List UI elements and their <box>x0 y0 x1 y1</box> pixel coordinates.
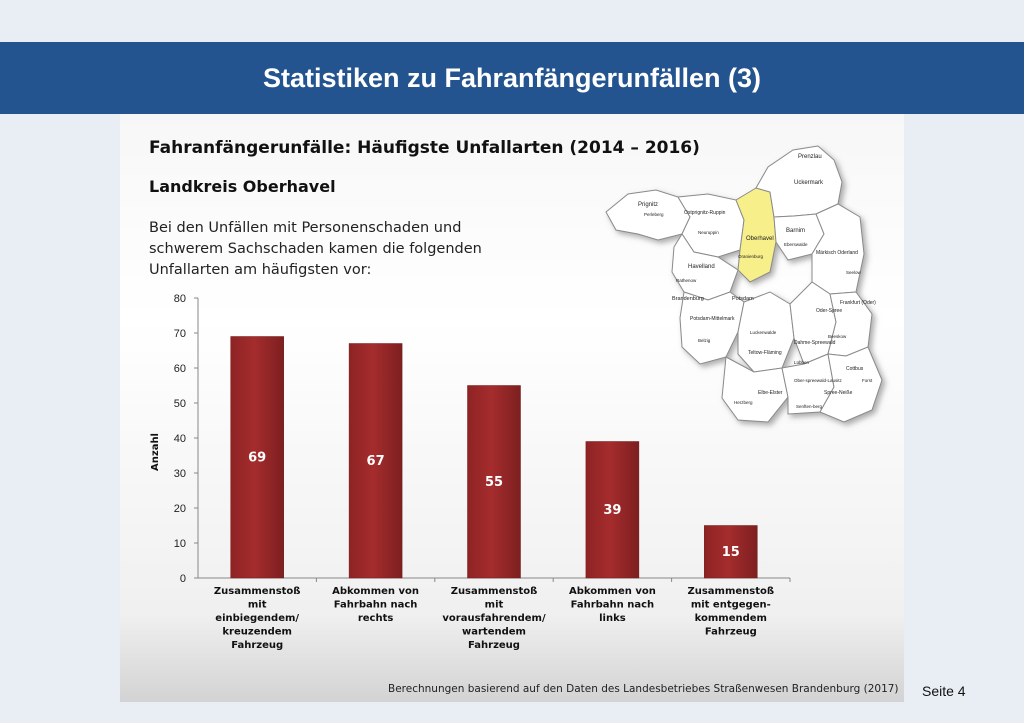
y-tick-label: 10 <box>174 538 186 550</box>
map-label-eberswalde: Eberswalde <box>784 242 808 247</box>
region-spree-neisse <box>819 346 883 423</box>
category-label-line: vorausfahrendem/ <box>442 613 546 624</box>
map-label-neuruppin: Neuruppin <box>698 230 719 235</box>
map-label-seelow: Seelow <box>846 270 862 275</box>
category-label: Abkommen von Fahrbahn nach rechts <box>332 586 419 624</box>
category-label-line: links <box>599 613 626 624</box>
map-label-havelland: Havelland <box>688 264 715 270</box>
bar <box>467 385 521 579</box>
map-label-beeskow: Beeskow <box>828 334 847 339</box>
map-label-senftenberg: Senften-berg <box>796 404 823 409</box>
category-label-line: Fahrzeug <box>705 627 757 638</box>
bar-value-label: 39 <box>603 503 621 518</box>
map-label-belzig: Belzig <box>698 338 711 343</box>
slide-title: Statistiken zu Fahranfängerunfällen (3) <box>262 62 762 93</box>
brandenburg-map: Prenzlau Uckermark Prignitz Perleberg Os… <box>605 145 883 423</box>
map-label-barnim: Barnim <box>786 228 805 234</box>
map-label-luckenwalde: Luckenwalde <box>750 330 777 335</box>
category-label-line: Fahrbahn nach <box>334 600 418 611</box>
region-ostprignitz-ruppin <box>677 193 745 258</box>
bar <box>585 441 640 579</box>
bar <box>348 343 403 579</box>
map-label-rathenow: Rathenow <box>676 278 697 283</box>
category-label-line: mit entgegen- <box>691 600 771 611</box>
y-axis-label: Anzahl <box>150 433 161 471</box>
y-tick-label: 50 <box>174 398 186 410</box>
chart-heading: Fahranfängerunfälle: Häufigste Unfallart… <box>149 138 700 158</box>
map-label-brandenburg: Brandenburg <box>672 296 704 302</box>
region-potsdam-mittelmark <box>679 291 745 365</box>
map-label-prignitz: Prignitz <box>638 202 658 208</box>
category-label-line: Zusammenstoß <box>451 586 538 597</box>
y-tick-label: 0 <box>180 573 186 585</box>
category-label: Abkommen von Fahrbahn nach links <box>569 586 656 624</box>
map-label-oberhavel: Oberhavel <box>746 236 774 242</box>
map-label-potsdam: Potsdam <box>732 296 754 302</box>
map-label-uckermark: Uckermark <box>794 180 824 186</box>
map-regions <box>605 145 883 423</box>
title-banner: Statistiken zu Fahranfängerunfällen (3) <box>0 42 1024 114</box>
map-label-luebben: Lübben <box>794 360 810 365</box>
category-label-line: wartendem <box>462 627 526 638</box>
map-labels: Prenzlau Uckermark Prignitz Perleberg Os… <box>638 154 876 409</box>
page-number: Seite 4 <box>922 683 966 699</box>
map-label-oder-spree: Oder-Spree <box>816 308 842 314</box>
map-label-oberspreewald-lausitz: Ober-spreewald-Lausitz <box>794 378 843 383</box>
region-oberhavel <box>735 187 777 283</box>
map-label-dahme-spreewald: Dahme-Spreewald <box>794 340 836 346</box>
map-label-oranienburg: Oranienburg <box>738 254 764 259</box>
accident-types-bar-chart: 0 10 20 30 40 50 60 70 80 Anzahl 69 Zusammenstoß mit… <box>150 293 791 651</box>
source-note: Berechnungen basierend auf den Daten des… <box>388 683 899 695</box>
y-tick-label: 40 <box>174 433 186 445</box>
category-label: Zusammenstoß mit einbiegendem/kreuzendem Fa… <box>214 586 301 651</box>
map-label-ostprignitz-ruppin: Ostprignitz-Ruppin <box>684 210 726 216</box>
y-tick-label: 30 <box>174 468 186 480</box>
region-name: Landkreis Oberhavel <box>149 177 336 196</box>
category-label: Zusammenstoß mit vorausfahrendem/wartendem… <box>442 586 546 651</box>
map-label-teltow-flaeming: Teltow-Fläming <box>748 350 782 356</box>
map-label-potsdam-mittelmark: Potsdam-Mittelmark <box>690 316 735 322</box>
bar-value-label: 67 <box>367 454 385 469</box>
content-panel: Fahranfängerunfälle: Häufigste Unfallart… <box>120 114 904 702</box>
description-text: Bei den Unfällen mit Personenschaden und… <box>149 220 482 278</box>
region-elbe-elster <box>721 356 789 423</box>
y-tick-label: 70 <box>174 328 186 340</box>
bar <box>704 525 758 579</box>
category-label-line: Zusammenstoß <box>687 586 774 597</box>
map-label-frankfurt-oder: Frankfurt (Oder) <box>840 300 876 306</box>
map-label-forst: Forst <box>862 378 873 383</box>
category-label-line: Abkommen von <box>569 586 656 597</box>
map-label-cottbus: Cottbus <box>846 366 864 372</box>
category-label-line: Fahrzeug <box>468 640 520 651</box>
map-label-herzberg: Herzberg <box>734 400 753 405</box>
bar-value-label: 55 <box>485 475 503 490</box>
category-label-line: mit <box>485 600 504 611</box>
map-label-maerkisch-oderland: Märkisch Oderland <box>816 250 858 256</box>
category-label-line: Zusammenstoß <box>214 586 301 597</box>
category-label-line: Abkommen von <box>332 586 419 597</box>
region-uckermark <box>755 145 843 218</box>
category-label-line: rechts <box>358 613 394 624</box>
category-label-line: mit <box>248 600 267 611</box>
bar-value-label: 15 <box>722 545 740 560</box>
map-label-elbe-elster: Elbe-Elster <box>758 390 783 396</box>
y-tick-label: 20 <box>174 503 186 515</box>
map-label-spree-neisse: Spree-Neiße <box>824 390 853 396</box>
category-label-line: Fahrzeug <box>231 640 283 651</box>
category-label-line: Fahrbahn nach <box>571 600 655 611</box>
category-label: Zusammenstoß mit entgegen-kommendem Fahrze… <box>687 586 774 638</box>
map-label-prenzlau: Prenzlau <box>798 154 822 160</box>
y-tick-label: 60 <box>174 363 186 375</box>
bar-value-label: 69 <box>248 450 266 465</box>
category-label-line: kommendem <box>695 613 767 624</box>
y-tick-label: 80 <box>174 293 186 305</box>
category-label-line: einbiegendem/ <box>215 613 299 624</box>
map-label-perleberg: Perleberg <box>644 212 664 217</box>
region-maerkisch-oderland <box>811 203 865 295</box>
category-label-line: kreuzendem <box>222 627 292 638</box>
bar <box>230 336 284 579</box>
